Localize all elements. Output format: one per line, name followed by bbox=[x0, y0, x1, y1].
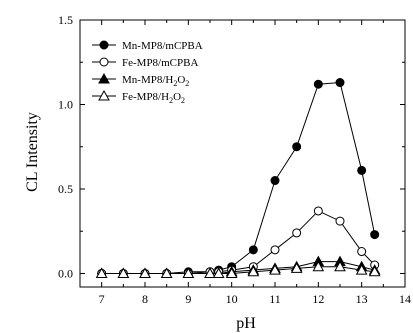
data-point bbox=[370, 230, 380, 240]
y-tick-label: 0.0 bbox=[58, 266, 73, 280]
x-tick-label: 12 bbox=[312, 292, 324, 306]
data-point bbox=[182, 267, 195, 278]
x-axis-title: pH bbox=[236, 315, 256, 332]
legend-marker bbox=[98, 72, 110, 84]
y-tick-label: 0.5 bbox=[58, 182, 73, 196]
legend-item: Fe-MP8/H2O2 bbox=[92, 89, 185, 105]
y-tick-label: 1.5 bbox=[58, 13, 73, 27]
x-tick-label: 13 bbox=[356, 292, 368, 306]
x-tick-label: 9 bbox=[185, 292, 191, 306]
data-point bbox=[248, 245, 258, 255]
data-point bbox=[334, 260, 346, 272]
series-line bbox=[101, 210, 376, 274]
data-point bbox=[292, 228, 302, 238]
x-tick-label: 14 bbox=[399, 292, 411, 306]
data-point bbox=[269, 264, 281, 275]
legend-item: Mn-MP8/H2O2 bbox=[92, 72, 189, 88]
x-tick-label: 11 bbox=[269, 292, 281, 306]
y-tick-label: 1.0 bbox=[58, 97, 73, 111]
data-point bbox=[292, 142, 302, 152]
legend-label: Mn-MP8/H2O2 bbox=[122, 74, 189, 88]
x-tick-label: 10 bbox=[226, 292, 238, 306]
data-point bbox=[212, 267, 225, 278]
legend: Mn-MP8/mCPBA Fe-MP8/mCPBA Mn-MP8/H2O2 Fe-MP… bbox=[92, 40, 203, 105]
y-axis-title: CL Intensity bbox=[24, 112, 41, 192]
data-point bbox=[225, 267, 238, 278]
data-point bbox=[160, 267, 173, 278]
data-point bbox=[368, 265, 381, 277]
series-1 bbox=[97, 78, 380, 278]
data-point bbox=[290, 262, 303, 273]
plot-frame bbox=[79, 19, 406, 288]
legend-label: Fe-MP8/H2O2 bbox=[122, 91, 185, 105]
data-point bbox=[335, 78, 345, 88]
axes: 7 8 9 10 11 12 13 14 0.0 0.5 1.0 1.5 bbox=[58, 13, 411, 306]
data-point bbox=[117, 267, 130, 278]
series-4 bbox=[95, 260, 381, 278]
data-point bbox=[312, 260, 325, 272]
data-point bbox=[357, 247, 367, 257]
legend-label: Fe-MP8/mCPBA bbox=[122, 57, 198, 69]
data-point bbox=[247, 265, 260, 277]
legend-label: Mn-MP8/mCPBA bbox=[122, 40, 203, 52]
data-point bbox=[313, 206, 323, 216]
data-point bbox=[313, 79, 323, 89]
data-point bbox=[270, 176, 280, 186]
legend-marker bbox=[98, 89, 110, 101]
data-point bbox=[95, 267, 108, 278]
data-point bbox=[335, 216, 345, 226]
x-tick-label: 8 bbox=[142, 292, 148, 306]
legend-item: Mn-MP8/mCPBA bbox=[92, 40, 203, 52]
legend-marker bbox=[99, 40, 109, 50]
data-point bbox=[139, 267, 151, 278]
data-point bbox=[357, 165, 367, 175]
series-layer bbox=[95, 78, 381, 278]
legend-item: Fe-MP8/mCPBA bbox=[92, 57, 198, 69]
data-point bbox=[355, 264, 368, 275]
data-point bbox=[204, 267, 216, 278]
data-point bbox=[270, 245, 280, 255]
legend-marker bbox=[99, 57, 109, 67]
series-line bbox=[101, 81, 376, 274]
x-tick-label: 7 bbox=[99, 292, 105, 306]
